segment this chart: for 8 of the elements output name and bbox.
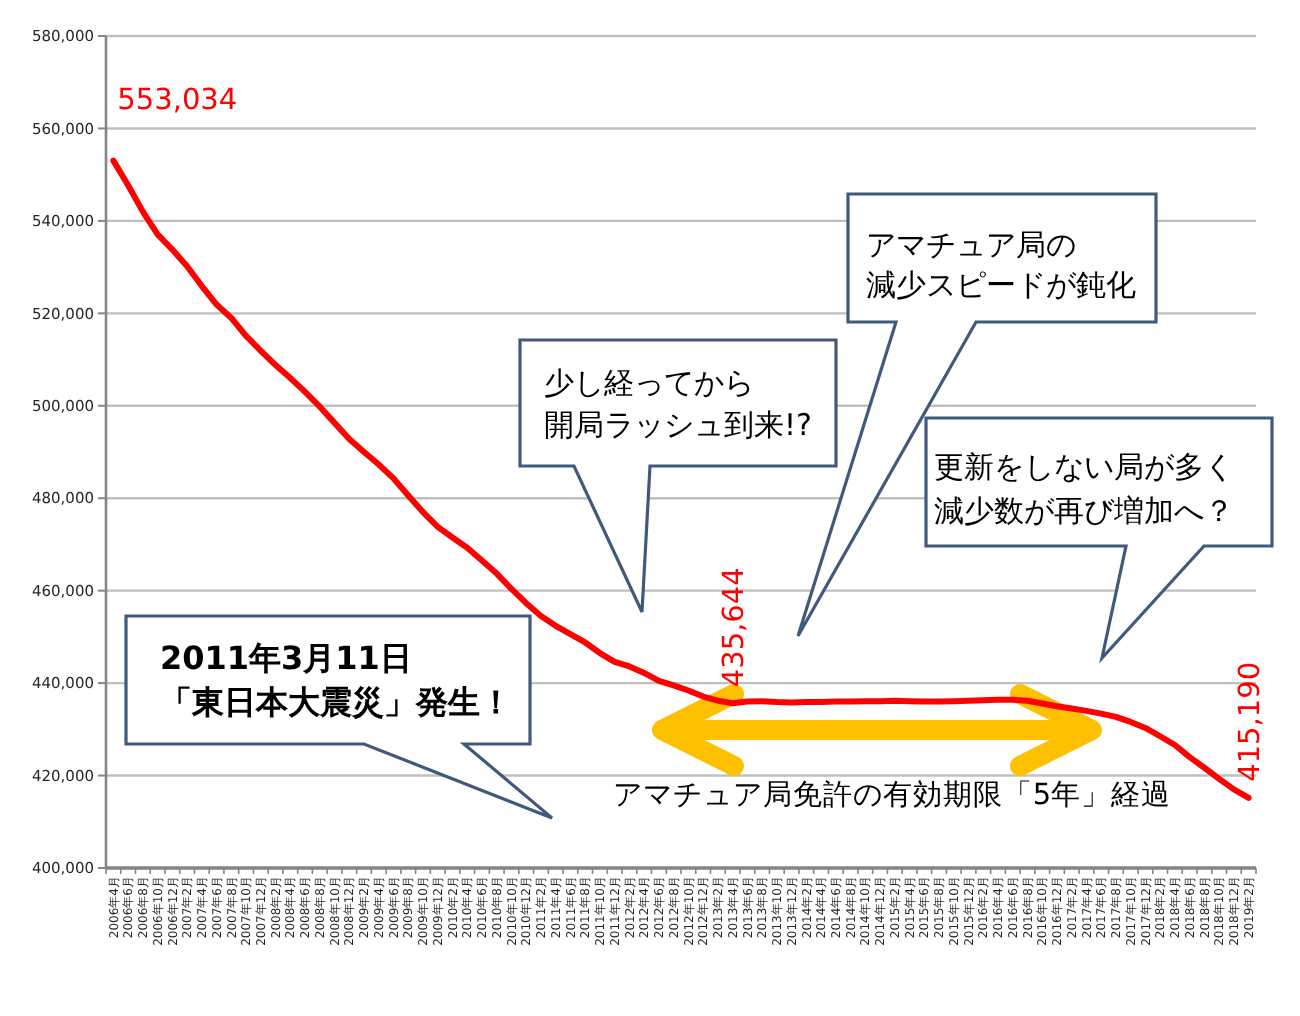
data-label: 415,190: [1234, 661, 1267, 782]
data-label: 553,034: [117, 84, 238, 117]
annotation: 更新をしない局が多く減少数が再び増加へ？: [934, 448, 1234, 529]
annotation: アマチュア局の減少スピードが鈍化: [866, 226, 1136, 303]
annotation: 少し経ってから開局ラッシュ到来!?: [544, 364, 812, 443]
annotation: アマチュア局免許の有効期限「5年」経過: [612, 778, 1172, 813]
annotation: 2011年3月11日「東日本大震災」発生！: [160, 639, 512, 722]
data-label: 435,644: [718, 567, 751, 688]
